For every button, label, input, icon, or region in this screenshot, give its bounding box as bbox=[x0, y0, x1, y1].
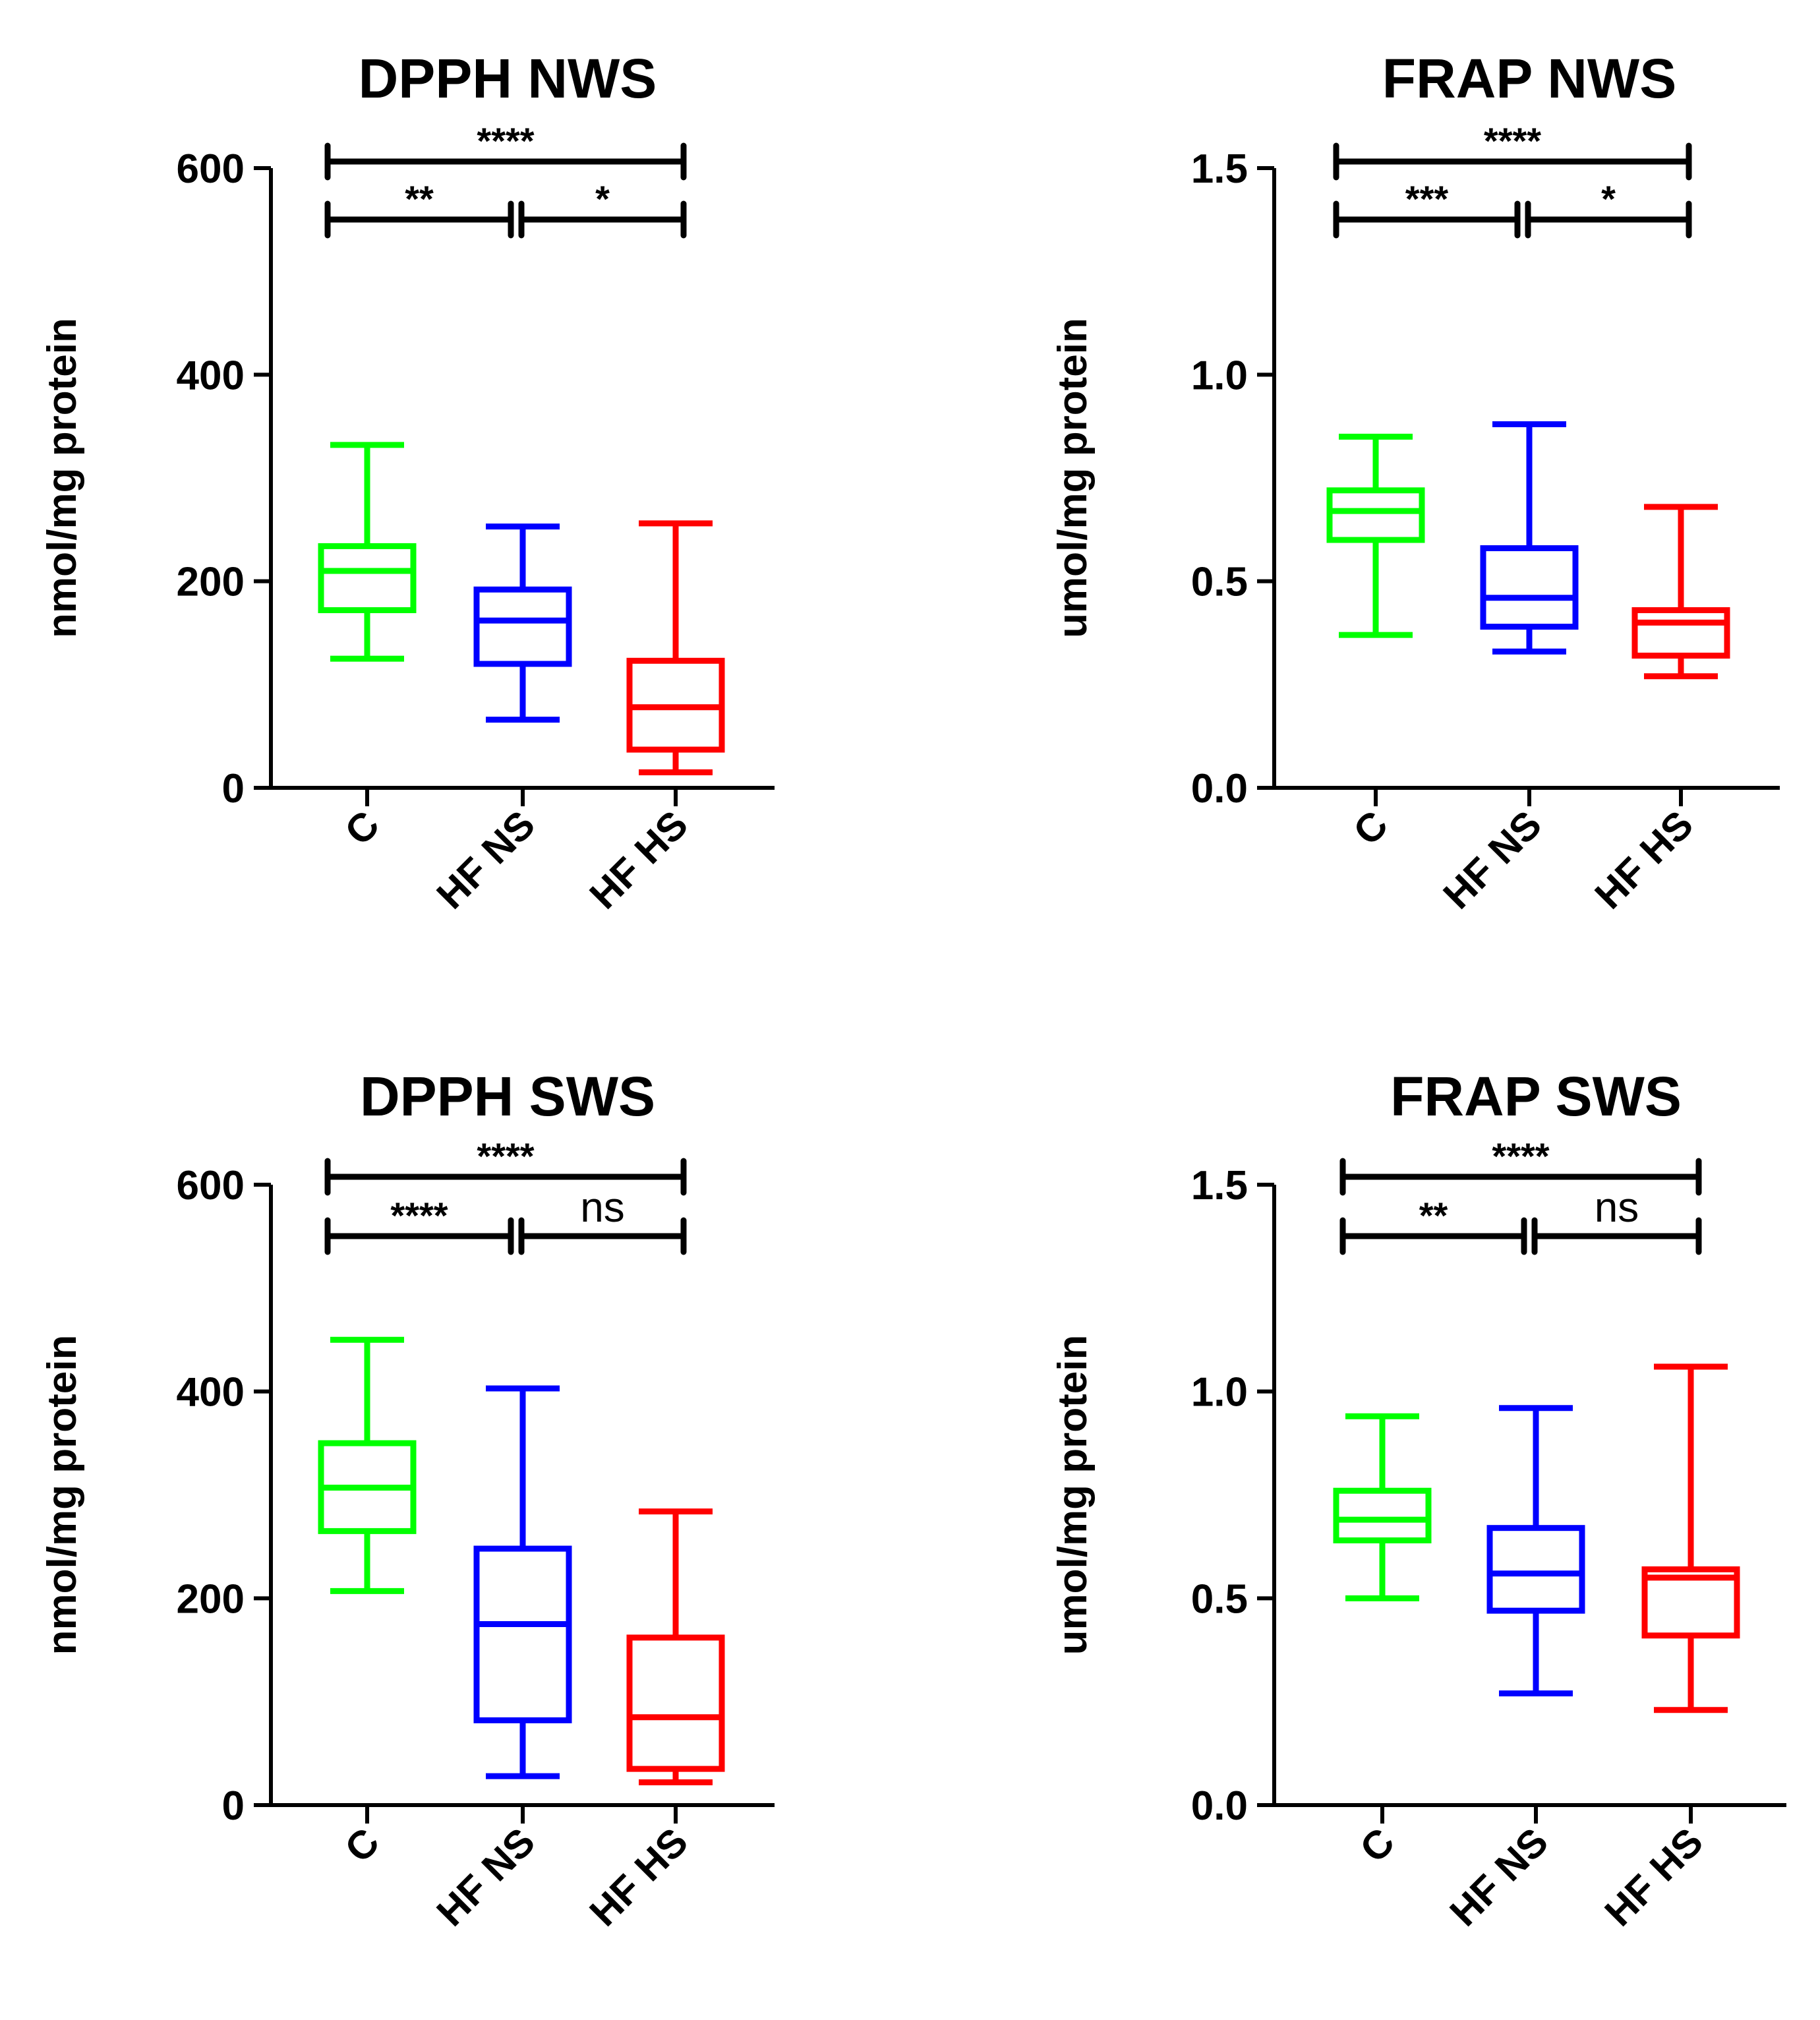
dpph-nws-category-label: HF HS bbox=[581, 802, 697, 918]
frap-sws-y-tick-label: 0.5 bbox=[1191, 1576, 1248, 1622]
frap-nws-y-tick-label: 1.0 bbox=[1191, 353, 1248, 398]
dpph-sws-significance-bracket: **** bbox=[324, 1195, 514, 1255]
dpph-sws-significance-label: **** bbox=[390, 1195, 448, 1236]
iqr-box bbox=[1480, 545, 1579, 630]
frap-sws-title: FRAP SWS bbox=[1390, 1065, 1682, 1127]
dpph-sws-significance-bracket: ns bbox=[518, 1183, 687, 1255]
frap-nws-significance-label: *** bbox=[1405, 178, 1449, 220]
dpph-nws-category-label: C bbox=[336, 802, 388, 854]
frap-nws-category-label: HF NS bbox=[1435, 802, 1550, 918]
frap-nws-box-hf-ns bbox=[1480, 421, 1579, 655]
frap-nws-box-c bbox=[1326, 433, 1425, 638]
frap-sws-significance-bracket: ** bbox=[1339, 1195, 1527, 1255]
dpph-nws-title: DPPH NWS bbox=[359, 47, 657, 109]
dpph-nws-box-hf-ns bbox=[473, 523, 572, 723]
dpph-sws-y-tick-label: 0 bbox=[222, 1783, 245, 1829]
iqr-box bbox=[1486, 1525, 1585, 1614]
dpph-nws-box-hf-hs bbox=[626, 520, 725, 775]
dpph-nws-y-tick-label: 200 bbox=[177, 560, 245, 605]
frap-sws-category-label: HF HS bbox=[1597, 1820, 1712, 1935]
dpph-nws-significance-bracket: **** bbox=[324, 120, 687, 181]
dpph-nws-y-tick-label: 600 bbox=[177, 146, 245, 192]
frap-sws-y-tick-label: 1.0 bbox=[1191, 1370, 1248, 1415]
dpph-nws-significance-label: * bbox=[595, 178, 610, 220]
iqr-box bbox=[473, 1545, 572, 1723]
dpph-sws-y-tick-label: 600 bbox=[177, 1163, 245, 1208]
dpph-nws-significance-label: ** bbox=[405, 178, 434, 220]
frap-nws-y-tick-label: 0.5 bbox=[1191, 560, 1248, 605]
dpph-sws-category-label: HF NS bbox=[428, 1820, 544, 1935]
frap-nws-significance-label: **** bbox=[1484, 120, 1541, 162]
iqr-box bbox=[1631, 607, 1730, 659]
dpph-sws-box-hf-ns bbox=[473, 1385, 572, 1779]
frap-sws-y-tick-label: 0.0 bbox=[1191, 1783, 1248, 1829]
frap-nws-category-label: HF HS bbox=[1587, 802, 1702, 918]
dpph-sws-title: DPPH SWS bbox=[360, 1065, 655, 1127]
frap-nws-y-axis-label: umol/mg protein bbox=[1050, 318, 1096, 638]
frap-nws-category-label: C bbox=[1345, 802, 1396, 854]
dpph-nws-significance-bracket: * bbox=[518, 178, 687, 239]
frap-nws-y-tick-label: 1.5 bbox=[1191, 146, 1248, 192]
frap-nws-significance-bracket: *** bbox=[1333, 178, 1521, 239]
dpph-sws-box-c bbox=[318, 1336, 417, 1594]
frap-nws-significance-bracket: **** bbox=[1333, 120, 1692, 181]
frap-sws-box-c bbox=[1333, 1413, 1432, 1601]
dpph-sws-y-tick-label: 400 bbox=[177, 1370, 245, 1415]
iqr-box bbox=[1333, 1487, 1432, 1544]
frap-sws-category-label: C bbox=[1351, 1820, 1403, 1871]
dpph-nws-significance-bracket: ** bbox=[324, 178, 514, 239]
dpph-sws-significance-label: **** bbox=[477, 1135, 534, 1177]
iqr-box bbox=[1326, 487, 1425, 543]
iqr-box bbox=[473, 586, 572, 667]
dpph-sws-significance-bracket: **** bbox=[324, 1135, 687, 1196]
frap-sws-box-hf-ns bbox=[1486, 1405, 1585, 1697]
frap-sws-box-hf-hs bbox=[1641, 1363, 1740, 1713]
frap-sws-significance-label: **** bbox=[1492, 1135, 1549, 1177]
dpph-nws-box-c bbox=[318, 442, 417, 662]
dpph-nws-panel: DPPH NWS nmol/mg protein 0 200 400 600 C HF NS H… bbox=[40, 47, 775, 917]
iqr-box bbox=[318, 543, 417, 614]
dpph-nws-y-tick-label: 400 bbox=[177, 353, 245, 398]
dpph-sws-panel: DPPH SWS nmol/mg protein 0 200 400 600 C HF NS H… bbox=[40, 1065, 775, 1934]
frap-nws-title: FRAP NWS bbox=[1382, 47, 1676, 109]
iqr-box bbox=[1641, 1566, 1740, 1639]
dpph-sws-box-hf-hs bbox=[626, 1508, 725, 1785]
frap-nws-panel: FRAP NWS umol/mg protein 0.0 0.5 1.0 1.5 C HF N… bbox=[1050, 47, 1780, 917]
dpph-nws-category-label: HF NS bbox=[428, 802, 544, 918]
dpph-nws-y-axis-label: nmol/mg protein bbox=[40, 318, 85, 638]
frap-sws-category-label: HF NS bbox=[1442, 1820, 1557, 1935]
frap-nws-box-hf-hs bbox=[1631, 504, 1730, 680]
dpph-sws-category-label: HF HS bbox=[581, 1820, 697, 1935]
frap-nws-significance-label: * bbox=[1601, 178, 1616, 220]
frap-sws-significance-bracket: **** bbox=[1339, 1135, 1702, 1196]
dpph-sws-category-label: C bbox=[336, 1820, 388, 1871]
frap-sws-significance-bracket: ns bbox=[1531, 1183, 1702, 1255]
frap-sws-significance-label: ns bbox=[1595, 1183, 1639, 1231]
dpph-sws-y-tick-label: 200 bbox=[177, 1576, 245, 1622]
frap-nws-y-tick-label: 0.0 bbox=[1191, 766, 1248, 812]
dpph-sws-y-axis-label: nmol/mg protein bbox=[40, 1335, 85, 1655]
frap-sws-y-axis-label: umol/mg protein bbox=[1050, 1335, 1096, 1655]
dpph-sws-significance-label: ns bbox=[580, 1183, 625, 1231]
frap-sws-panel: FRAP SWS umol/mg protein 0.0 0.5 1.0 1.5 C HF N… bbox=[1050, 1065, 1786, 1934]
dpph-nws-significance-label: **** bbox=[477, 120, 534, 162]
frap-sws-y-tick-label: 1.5 bbox=[1191, 1163, 1248, 1208]
iqr-box bbox=[626, 1634, 725, 1772]
dpph-nws-y-tick-label: 0 bbox=[222, 766, 245, 812]
frap-nws-significance-bracket: * bbox=[1525, 178, 1692, 239]
frap-sws-significance-label: ** bbox=[1419, 1195, 1448, 1236]
